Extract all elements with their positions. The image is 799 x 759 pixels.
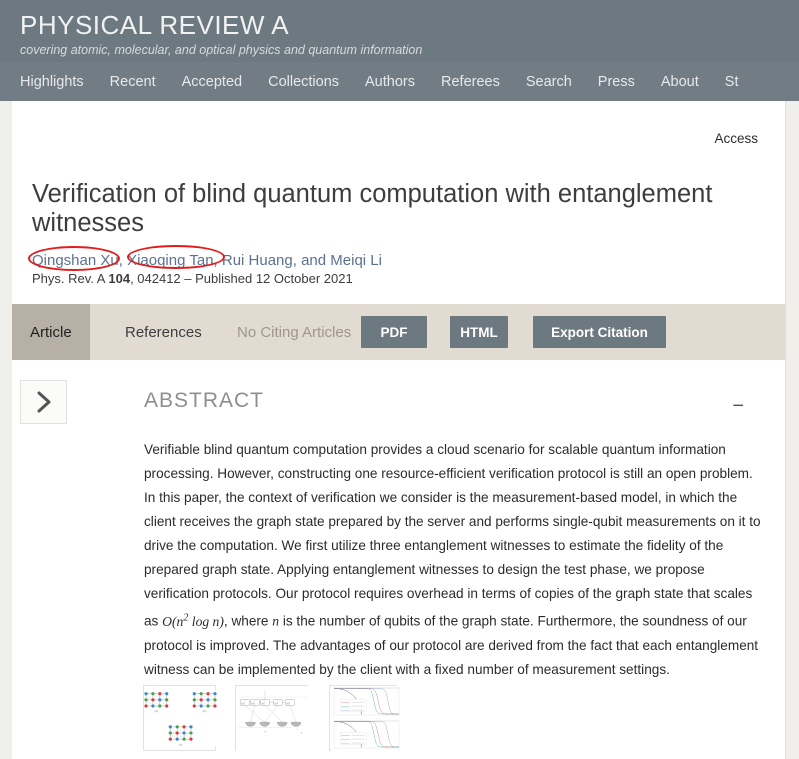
svg-text:(a): (a) — [154, 709, 158, 713]
svg-text:(c): (c) — [178, 742, 182, 746]
svg-text:(b): (b) — [202, 709, 206, 713]
